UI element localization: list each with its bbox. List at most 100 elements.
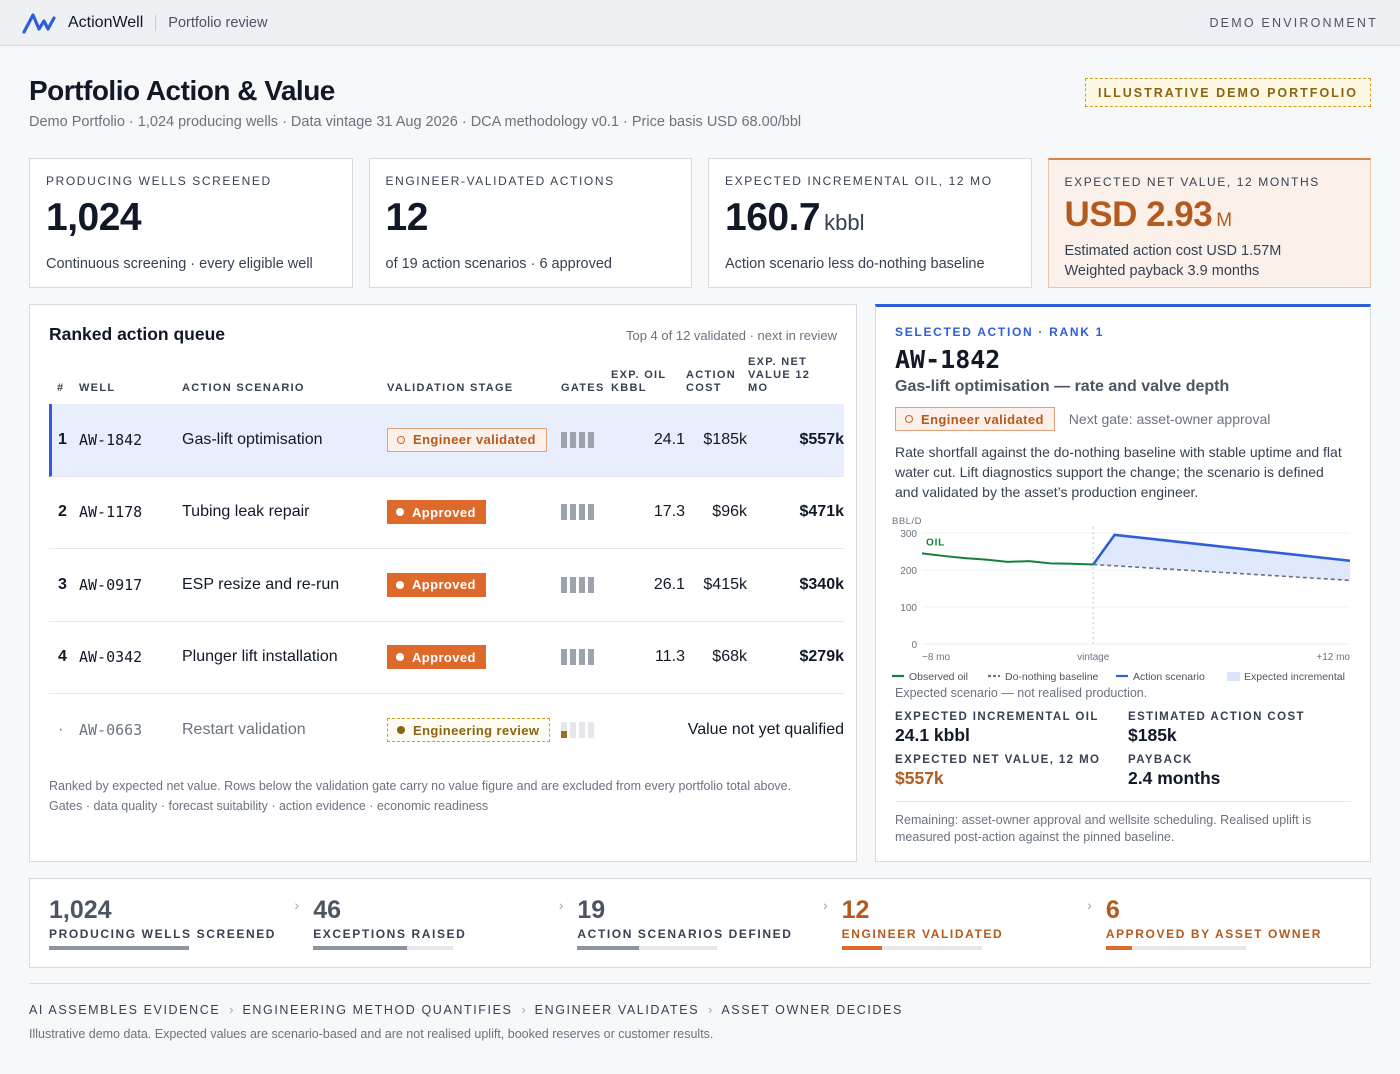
row-scenario: Tubing leak repair	[182, 503, 310, 521]
col-well[interactable]: WELL	[79, 382, 116, 394]
status-badge: Engineer validated	[387, 427, 547, 452]
col-value[interactable]: EXP. NET VALUE 12 MO	[748, 356, 811, 394]
decision-flow: AI ASSEMBLES EVIDENCE › ENGINEERING METH…	[29, 1003, 1371, 1017]
row-scenario: ESP resize and re-run	[182, 575, 340, 593]
kpi-unit: M	[1216, 210, 1233, 231]
col-cost[interactable]: ACTION COST	[686, 369, 736, 394]
table-row[interactable]: 3 AW-0917 ESP resize and re-run Approved…	[49, 549, 844, 622]
row-well[interactable]: AW-0917	[79, 575, 143, 594]
funnel-step-validated[interactable]: 12 ENGINEER VALIDATED ›	[841, 879, 1106, 967]
funnel-step-exceptions[interactable]: 46 EXCEPTIONS RAISED ›	[313, 879, 577, 967]
funnel-step-screened[interactable]: 1,024 PRODUCING WELLS SCREENED ›	[49, 879, 313, 967]
status-dot-icon	[905, 415, 913, 423]
kpi-note: of 19 action scenarios · 6 approved	[385, 256, 613, 272]
gate-icon	[561, 722, 567, 739]
flow-step: ENGINEER VALIDATES	[534, 1003, 700, 1017]
row-well[interactable]: AW-1178	[79, 503, 143, 522]
gate-icon	[579, 649, 585, 666]
stat-action-cost: ESTIMATED ACTION COST $185k	[1128, 711, 1305, 746]
queue-rows: 1 AW-1842 Gas-lift optimisation Engineer…	[49, 404, 844, 767]
divider	[895, 801, 1351, 802]
gate-icon	[588, 576, 594, 593]
gate-icon	[588, 722, 594, 739]
expected-incremental-area	[1093, 534, 1350, 581]
col-stage[interactable]: VALIDATION STAGE	[387, 382, 514, 394]
y-axis-label: BBL/D	[892, 516, 922, 527]
kpi-net-value: EXPECTED NET VALUE, 12 MONTHS USD 2.93 M …	[1047, 158, 1371, 288]
row-value: $279k	[799, 648, 845, 666]
row-well[interactable]: AW-0342	[79, 648, 143, 667]
gate-icon	[570, 722, 576, 739]
row-value: $340k	[799, 575, 845, 593]
queue-footnote: Ranked by expected net value. Rows below…	[49, 777, 816, 817]
observed-oil-line	[921, 552, 1094, 566]
detail-kicker: SELECTED ACTION · RANK 1	[895, 325, 1105, 339]
gate-icon	[588, 431, 594, 448]
detail-description: Rate shortfall against the do-nothing ba…	[895, 444, 1342, 500]
table-row[interactable]: 4 AW-0342 Plunger lift installation Appr…	[49, 622, 845, 694]
funnel-bar	[577, 946, 718, 950]
funnel-bar	[313, 946, 454, 950]
kpi-value: 160.7 kbbl	[725, 196, 1015, 245]
gate-icon	[579, 576, 585, 593]
kpi-label: EXPECTED INCREMENTAL OIL, 12 MO	[725, 174, 993, 188]
funnel-bar-fill	[577, 946, 639, 950]
stat-value: 24.1 kbbl	[895, 725, 970, 745]
kpi-wells-screened: PRODUCING WELLS SCREENED 1,024 Continuou…	[29, 158, 353, 288]
table-row-pending[interactable]: · AW-0663 Restart validation Engineering…	[49, 694, 844, 767]
kpi-cards: PRODUCING WELLS SCREENED 1,024 Continuou…	[29, 158, 1371, 288]
y-tick-label: 300	[900, 529, 917, 540]
breadcrumb[interactable]: Portfolio review	[168, 14, 268, 31]
top-bar: ActionWell Portfolio review DEMO ENVIRON…	[0, 0, 1400, 46]
row-well[interactable]: AW-1842	[79, 430, 143, 449]
footnote-gates: Gates · data quality · forecast suitabil…	[49, 799, 489, 813]
detail-status-row: Engineer validated Next gate: asset-owne…	[895, 407, 1270, 431]
status-dot-icon	[397, 435, 405, 444]
col-oil[interactable]: EXP. OIL KBBL	[611, 369, 667, 394]
kpi-value: 12	[385, 196, 429, 239]
table-row[interactable]: 2 AW-1178 Tubing leak repair Approved 17…	[49, 477, 844, 549]
funnel-label: APPROVED BY ASSET OWNER	[1105, 927, 1322, 941]
funnel-label: ACTION SCENARIOS DEFINED	[577, 927, 793, 941]
next-gate: Next gate: asset-owner approval	[1068, 411, 1271, 427]
portfolio-funnel: 1,024 PRODUCING WELLS SCREENED › 46 EXCE…	[29, 878, 1371, 968]
gate-icon	[579, 722, 585, 739]
stat-value: 2.4 months	[1128, 768, 1221, 788]
row-value-not-qualified: Value not yet qualified	[687, 721, 844, 739]
funnel-label: PRODUCING WELLS SCREENED	[49, 927, 277, 941]
funnel-step-scenarios[interactable]: 19 ACTION SCENARIOS DEFINED ›	[577, 879, 841, 967]
gate-icon	[579, 431, 585, 448]
stat-value: $185k	[1128, 725, 1177, 745]
row-well[interactable]: AW-0663	[79, 721, 143, 740]
row-gates	[561, 504, 594, 521]
status-dot-icon	[396, 580, 404, 589]
row-value: $557k	[799, 430, 845, 448]
row-scenario: Restart validation	[182, 721, 306, 739]
row-rank: ·	[58, 721, 64, 739]
kpi-label: ENGINEER-VALIDATED ACTIONS	[385, 174, 615, 188]
row-stage: Approved	[387, 572, 486, 597]
gate-icon	[570, 649, 576, 666]
footnote-ranking: Ranked by expected net value. Rows below…	[49, 779, 792, 793]
col-gates[interactable]: GATES	[561, 382, 605, 394]
row-cost: $185k	[703, 430, 747, 448]
table-row-selected[interactable]: 1 AW-1842 Gas-lift optimisation Engineer…	[49, 404, 844, 477]
chevron-right-icon: ›	[708, 1003, 713, 1017]
col-scenario[interactable]: ACTION SCENARIO	[182, 382, 305, 394]
status-dot-icon	[396, 508, 404, 517]
status-text: Engineer validated	[413, 432, 536, 448]
row-cost: $96k	[712, 503, 747, 521]
funnel-step-approved[interactable]: 6 APPROVED BY ASSET OWNER	[1105, 879, 1370, 967]
kpi-unit: kbbl	[824, 210, 865, 235]
col-rank[interactable]: #	[57, 382, 65, 394]
kpi-number: USD 2.93	[1064, 195, 1213, 234]
gate-icon	[579, 504, 585, 521]
status-text: Engineer validated	[921, 411, 1044, 427]
y-tick-label: 0	[911, 640, 917, 651]
gate-icon	[561, 649, 567, 666]
row-stage: Engineering review	[387, 718, 551, 743]
brand-name[interactable]: ActionWell	[68, 13, 144, 31]
kpi-note-payback: Weighted payback 3.9 months	[1064, 263, 1260, 279]
kpi-label: EXPECTED NET VALUE, 12 MONTHS	[1064, 175, 1320, 189]
kpi-note: Action scenario less do-nothing baseline	[725, 256, 985, 272]
